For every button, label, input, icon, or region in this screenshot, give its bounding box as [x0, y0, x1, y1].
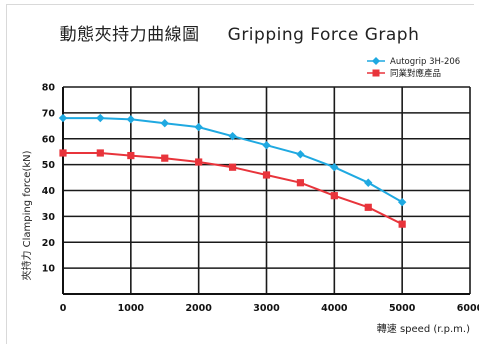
x-axis-label: 轉速 speed (r.p.m.)	[377, 322, 470, 335]
series-2-point	[296, 179, 305, 187]
x-tick-label: 2000	[185, 303, 212, 314]
series-2-point	[330, 192, 338, 200]
series-2-point	[96, 149, 104, 157]
series-1-point	[330, 163, 339, 172]
series-2-point	[228, 163, 237, 171]
legend-label-2: 同業對應產品	[390, 68, 441, 79]
series-1-point	[364, 178, 373, 187]
series-1-point	[126, 115, 136, 124]
series-2-point	[161, 154, 169, 162]
series-1-point	[228, 131, 237, 141]
chart-title: 動態夾持力曲線圖 Gripping Force Graph	[0, 20, 479, 45]
y-tick-label: 50	[42, 160, 56, 171]
y-tick-label: 20	[42, 238, 56, 249]
chart-frame	[6, 4, 474, 344]
series-1-point	[96, 113, 105, 123]
series-2-point	[59, 149, 67, 157]
series-2-point	[127, 151, 135, 160]
y-tick-label: 30	[42, 212, 56, 223]
series-1-point	[262, 141, 271, 150]
x-tick-label: 4000	[321, 303, 348, 314]
series-2-point	[262, 171, 271, 179]
chart-title-zh: 動態夾持力曲線圖	[59, 25, 200, 45]
x-tick-label: 6000	[457, 303, 479, 314]
series-2-point	[195, 158, 203, 166]
y-axis-label: 夾持力 Clamping force(kN)	[20, 150, 33, 280]
legend-marker-square	[372, 69, 380, 77]
x-tick-label: 0	[60, 303, 67, 314]
x-tick-label: 3000	[253, 303, 280, 314]
series-1-point	[194, 122, 203, 132]
series-2-point	[364, 203, 372, 211]
series-1-point	[397, 197, 407, 207]
legend-marker-diamond	[372, 57, 380, 65]
series-2-point	[398, 220, 406, 228]
series-1-point	[160, 119, 169, 128]
y-tick-label: 10	[42, 264, 56, 275]
x-tick-label: 1000	[118, 303, 145, 314]
legend-label-1: Autogrip 3H-206	[390, 57, 460, 67]
chart-title-en: Gripping Force Graph	[227, 25, 420, 45]
series-1-point	[296, 150, 305, 159]
x-tick-label: 5000	[389, 303, 416, 314]
y-tick-label: 80	[42, 83, 56, 94]
y-tick-label: 40	[42, 186, 56, 197]
series-1-point	[58, 113, 68, 123]
y-tick-label: 70	[42, 108, 56, 119]
y-tick-label: 60	[42, 134, 56, 145]
